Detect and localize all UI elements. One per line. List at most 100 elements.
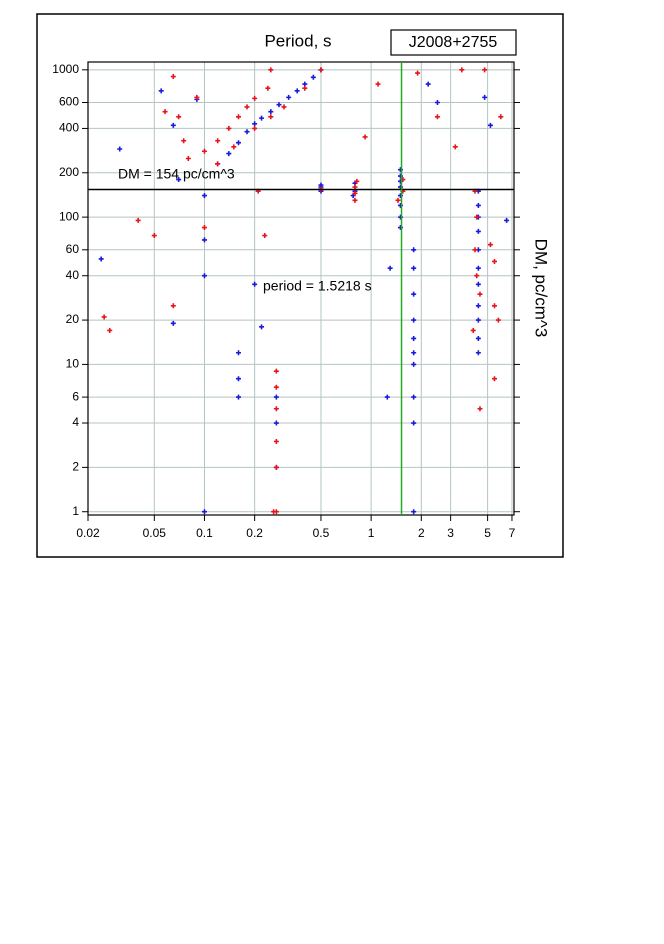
point <box>176 177 182 183</box>
point <box>162 109 168 115</box>
point <box>411 291 417 297</box>
point <box>273 464 279 470</box>
point <box>395 197 401 203</box>
point <box>201 148 207 154</box>
x-tick-label: 0.02 <box>76 526 100 540</box>
point <box>235 350 241 356</box>
point <box>281 104 287 110</box>
point <box>472 247 478 253</box>
point <box>387 265 393 271</box>
point <box>101 314 107 320</box>
y-tick-label: 6 <box>72 389 79 403</box>
point <box>475 228 481 234</box>
x-tick-label: 0.1 <box>196 526 213 540</box>
point <box>235 140 241 146</box>
point <box>498 114 504 120</box>
point <box>362 134 368 140</box>
point <box>415 70 421 76</box>
point <box>411 420 417 426</box>
point <box>475 265 481 271</box>
point <box>310 74 316 80</box>
annotation: period = 1.5218 s <box>263 278 372 294</box>
y-axis-label: DM, pc/cm^3 <box>532 239 551 338</box>
point <box>352 197 358 203</box>
point <box>273 384 279 390</box>
point <box>354 178 360 184</box>
y-tick-label: 600 <box>59 95 79 109</box>
y-tick-label: 1 <box>72 504 79 518</box>
point <box>477 291 483 297</box>
point <box>411 317 417 323</box>
point <box>425 81 431 87</box>
point <box>170 303 176 309</box>
point <box>352 184 358 190</box>
point <box>475 317 481 323</box>
x-tick-label: 0.05 <box>143 526 167 540</box>
y-tick-label: 100 <box>59 209 79 223</box>
point <box>117 146 123 152</box>
point <box>170 122 176 128</box>
chart-title: Period, s <box>264 31 331 50</box>
point <box>482 67 488 73</box>
point <box>268 67 274 73</box>
point <box>226 125 232 131</box>
point <box>273 438 279 444</box>
chart-subtitle: J2008+2755 <box>409 34 498 51</box>
point <box>176 114 182 120</box>
point <box>252 125 258 131</box>
point <box>271 509 277 515</box>
x-tick-label: 7 <box>509 526 516 540</box>
point <box>158 88 164 94</box>
y-tick-label: 4 <box>72 415 79 429</box>
point <box>487 242 493 248</box>
point <box>411 509 417 515</box>
point <box>201 237 207 243</box>
x-tick-label: 3 <box>447 526 454 540</box>
y-tick-label: 2 <box>72 460 79 474</box>
point <box>495 317 501 323</box>
point <box>487 122 493 128</box>
y-tick-label: 400 <box>59 121 79 135</box>
point <box>411 265 417 271</box>
point <box>475 303 481 309</box>
x-tick-label: 5 <box>484 526 491 540</box>
point <box>235 114 241 120</box>
point <box>273 406 279 412</box>
point <box>411 394 417 400</box>
point <box>411 350 417 356</box>
point <box>492 376 498 382</box>
point <box>201 225 207 231</box>
point <box>201 509 207 515</box>
point <box>411 361 417 367</box>
point <box>244 104 250 110</box>
point <box>107 327 113 333</box>
point <box>265 85 271 91</box>
point <box>504 217 510 223</box>
point <box>492 258 498 264</box>
point <box>268 114 274 120</box>
point <box>231 144 237 150</box>
point <box>470 327 476 333</box>
point <box>170 74 176 80</box>
point <box>252 121 258 127</box>
point <box>262 233 268 239</box>
point <box>352 190 358 196</box>
point <box>475 350 481 356</box>
point <box>226 151 232 157</box>
point <box>492 303 498 309</box>
point <box>294 88 300 94</box>
x-tick-label: 0.5 <box>313 526 330 540</box>
y-tick-label: 20 <box>66 312 80 326</box>
point <box>235 376 241 382</box>
point <box>434 114 440 120</box>
point <box>244 129 250 135</box>
point <box>215 138 221 144</box>
point <box>151 233 157 239</box>
point <box>477 406 483 412</box>
x-tick-label: 2 <box>418 526 425 540</box>
y-tick-label: 1000 <box>52 62 79 76</box>
point <box>273 420 279 426</box>
y-tick-label: 10 <box>66 357 80 371</box>
point <box>411 335 417 341</box>
